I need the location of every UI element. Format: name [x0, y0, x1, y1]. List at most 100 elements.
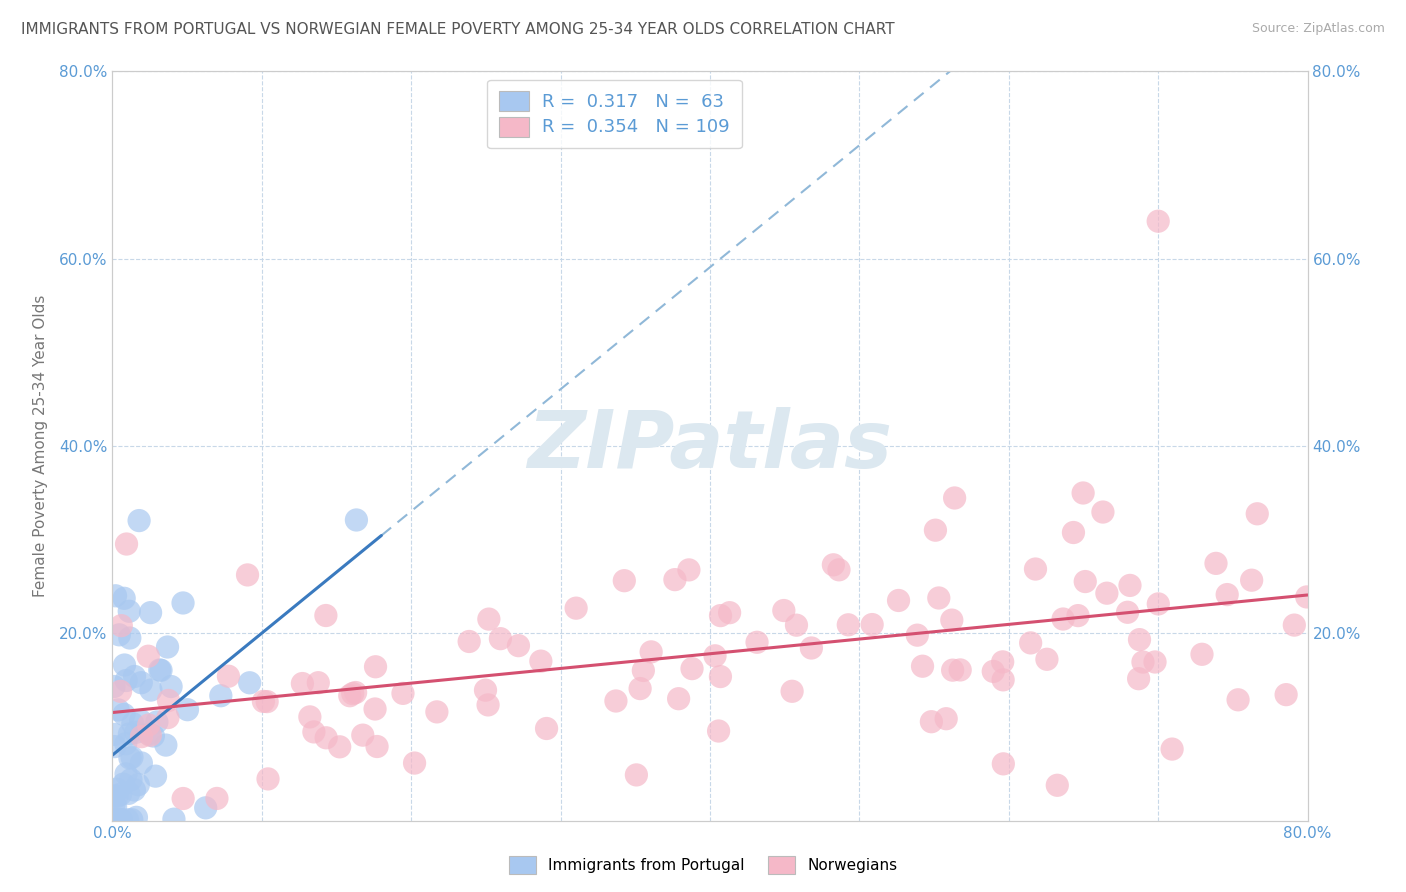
Point	[110, 813, 132, 827]
Point	[112, 591, 135, 606]
Point	[780, 684, 803, 698]
Text: ZIPatlas: ZIPatlas	[527, 407, 893, 485]
Point	[138, 727, 160, 741]
Point	[709, 608, 731, 623]
Point	[121, 716, 143, 731]
Point	[138, 718, 160, 732]
Point	[704, 648, 727, 663]
Point	[458, 634, 481, 648]
Point	[315, 608, 337, 623]
Point	[298, 710, 321, 724]
Point	[110, 813, 132, 827]
Point	[125, 725, 148, 739]
Point	[1116, 605, 1139, 619]
Point	[1071, 486, 1094, 500]
Text: Source: ZipAtlas.com: Source: ZipAtlas.com	[1251, 22, 1385, 36]
Point	[315, 731, 337, 745]
Y-axis label: Female Poverty Among 25-34 Year Olds: Female Poverty Among 25-34 Year Olds	[32, 295, 48, 597]
Point	[745, 635, 768, 649]
Point	[118, 727, 141, 741]
Point	[108, 628, 131, 642]
Point	[366, 739, 388, 754]
Point	[142, 729, 165, 743]
Point	[785, 618, 807, 632]
Point	[104, 739, 127, 754]
Point	[709, 669, 731, 683]
Point	[1191, 648, 1213, 662]
Point	[115, 537, 138, 551]
Point	[404, 756, 426, 770]
Point	[114, 658, 136, 673]
Point	[1147, 214, 1170, 228]
Point	[110, 618, 132, 632]
Point	[1062, 525, 1084, 540]
Point	[943, 491, 966, 505]
Point	[392, 686, 415, 700]
Point	[1284, 618, 1306, 632]
Point	[105, 789, 128, 804]
Point	[800, 640, 823, 655]
Point	[678, 563, 700, 577]
Point	[1095, 586, 1118, 600]
Point	[981, 665, 1004, 679]
Point	[352, 728, 374, 742]
Point	[163, 812, 186, 826]
Point	[103, 680, 125, 694]
Point	[110, 684, 132, 698]
Point	[307, 675, 329, 690]
Point	[156, 710, 179, 724]
Point	[117, 813, 139, 827]
Point	[911, 659, 934, 673]
Point	[155, 738, 177, 752]
Point	[103, 797, 125, 812]
Point	[120, 772, 142, 787]
Point	[145, 769, 167, 783]
Point	[1128, 672, 1150, 686]
Point	[117, 786, 139, 800]
Point	[941, 613, 963, 627]
Point	[920, 714, 942, 729]
Point	[681, 662, 703, 676]
Point	[194, 801, 217, 815]
Point	[474, 683, 496, 698]
Point	[107, 813, 129, 827]
Point	[124, 783, 146, 797]
Point	[172, 791, 194, 805]
Point	[1046, 778, 1069, 792]
Point	[1246, 507, 1268, 521]
Point	[364, 702, 387, 716]
Point	[1240, 573, 1263, 587]
Point	[1275, 688, 1298, 702]
Point	[823, 558, 845, 572]
Point	[772, 603, 794, 617]
Point	[707, 724, 730, 739]
Point	[118, 751, 141, 765]
Point	[1119, 578, 1142, 592]
Point	[935, 712, 957, 726]
Point	[121, 813, 143, 827]
Point	[1227, 693, 1250, 707]
Point	[1091, 505, 1114, 519]
Point	[1295, 590, 1317, 604]
Point	[252, 694, 274, 708]
Point	[991, 655, 1014, 669]
Point	[1147, 597, 1170, 611]
Point	[1161, 742, 1184, 756]
Point	[107, 703, 129, 717]
Point	[105, 782, 128, 797]
Point	[103, 813, 125, 827]
Point	[139, 728, 162, 742]
Point	[115, 673, 138, 688]
Point	[131, 756, 153, 770]
Point	[108, 813, 131, 827]
Point	[112, 707, 135, 722]
Point	[239, 675, 262, 690]
Point	[329, 739, 352, 754]
Point	[103, 789, 125, 803]
Point	[131, 730, 153, 744]
Point	[344, 513, 367, 527]
Point	[139, 683, 162, 698]
Point	[628, 681, 651, 696]
Point	[489, 632, 512, 646]
Point	[156, 640, 179, 654]
